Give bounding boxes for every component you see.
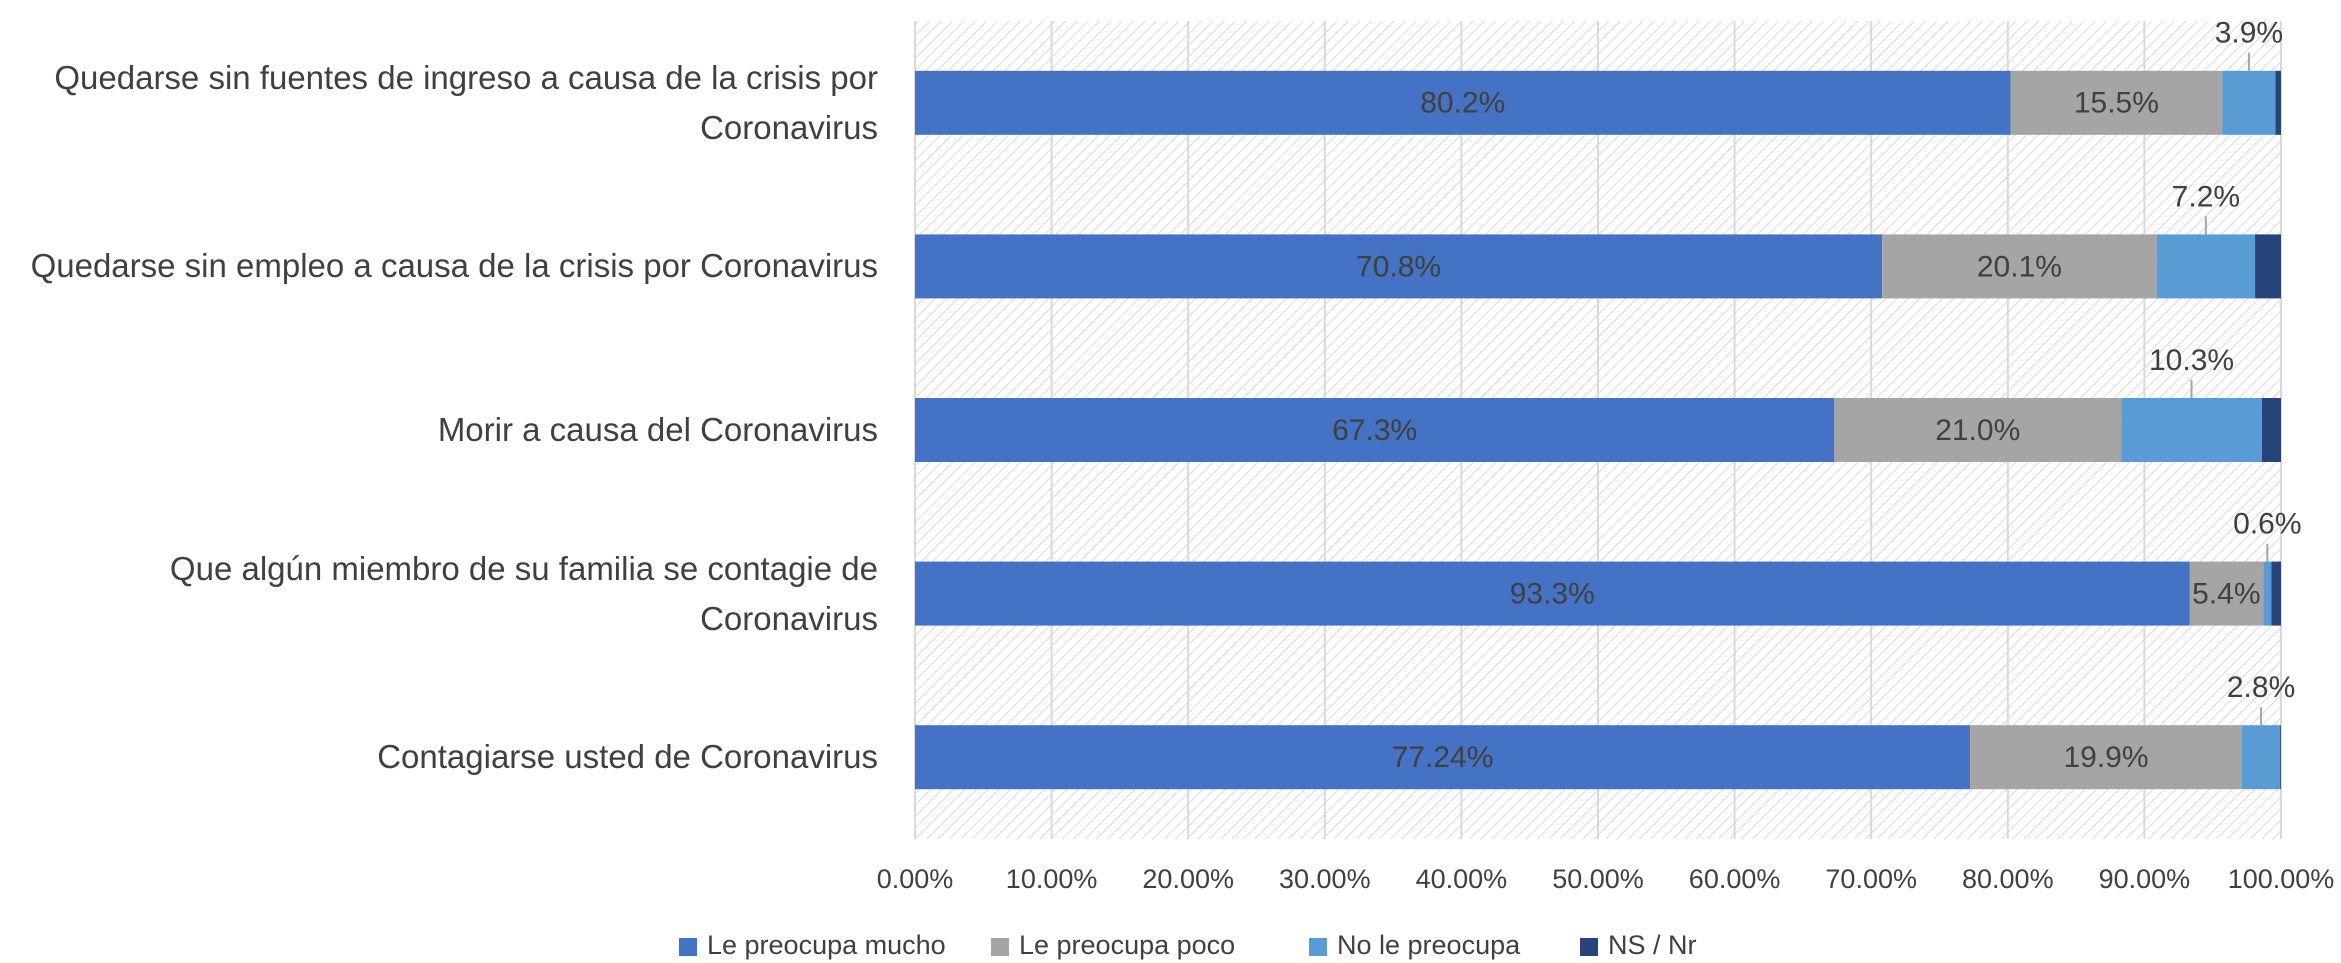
bar-segment: [2241, 725, 2281, 790]
category-label: Quedarse sin fuentes de ingreso a causa …: [54, 58, 878, 146]
data-label: 0.6%: [2233, 508, 2301, 541]
x-tick-label: 20.00%: [1142, 864, 1234, 894]
bar-segment: [2263, 561, 2272, 626]
data-label: 77.24%: [1392, 741, 1494, 774]
category-label: Contagiarse usted de Coronavirus: [377, 738, 878, 776]
x-tick-label: 100.00%: [2228, 864, 2335, 894]
bar-segment: [2275, 70, 2281, 135]
data-label: 70.8%: [1356, 250, 1441, 283]
data-label: 2.8%: [2227, 671, 2295, 704]
bar-segment: [2222, 70, 2276, 135]
bar-segment: [1882, 234, 2157, 299]
bar-segment: [2271, 561, 2281, 626]
data-label: 21.0%: [1935, 414, 2020, 447]
bar-segment: [2010, 70, 2223, 135]
x-tick-label: 0.00%: [877, 864, 954, 894]
legend-swatch: [1309, 938, 1327, 956]
x-tick-label: 90.00%: [2099, 864, 2191, 894]
data-label: 67.3%: [1332, 414, 1417, 447]
x-tick-label: 10.00%: [1006, 864, 1098, 894]
data-label: 7.2%: [2172, 180, 2240, 213]
category-label: Que algún miembro de su familia se conta…: [169, 549, 878, 637]
x-tick-label: 70.00%: [1825, 864, 1917, 894]
bar-segment: [915, 561, 2190, 626]
data-label: 19.9%: [2063, 741, 2148, 774]
bar-segment: [2255, 234, 2281, 299]
bar-segment: [2121, 398, 2262, 462]
legend-label: NS / Nr: [1608, 930, 1697, 960]
legend-label: Le preocupa poco: [1019, 930, 1235, 960]
bar-segment: [2156, 234, 2256, 299]
bar-segment: [915, 234, 1883, 299]
data-label: 80.2%: [1420, 87, 1505, 120]
legend-swatch: [991, 938, 1009, 956]
x-tick-label: 80.00%: [1962, 864, 2054, 894]
data-label: 3.9%: [2215, 17, 2283, 50]
bar-segment: [2261, 398, 2281, 462]
bar-segment: [915, 725, 1971, 790]
bar-segment: [1834, 398, 2122, 462]
x-tick-label: 40.00%: [1416, 864, 1508, 894]
data-label: 10.3%: [2149, 344, 2234, 377]
data-label: 15.5%: [2074, 87, 2159, 120]
data-label: 5.4%: [2192, 578, 2260, 611]
bar-segment: [2189, 561, 2264, 626]
legend-label: No le preocupa: [1337, 930, 1521, 960]
category-label: Quedarse sin empleo a causa de la crisis…: [30, 247, 878, 285]
category-label: Morir a causa del Coronavirus: [437, 411, 878, 448]
data-label: 20.1%: [1977, 250, 2062, 283]
legend-swatch: [1580, 938, 1598, 956]
data-label: 93.3%: [1510, 578, 1595, 611]
legend-swatch: [679, 938, 697, 956]
x-tick-label: 60.00%: [1689, 864, 1781, 894]
x-tick-label: 50.00%: [1552, 864, 1644, 894]
legend-label: Le preocupa mucho: [707, 930, 946, 960]
bar-segment: [1970, 725, 2242, 790]
bar-segment: [915, 70, 2011, 135]
bar-segment: [2280, 725, 2281, 790]
x-tick-label: 30.00%: [1279, 864, 1371, 894]
bar-segment: [915, 398, 1835, 462]
